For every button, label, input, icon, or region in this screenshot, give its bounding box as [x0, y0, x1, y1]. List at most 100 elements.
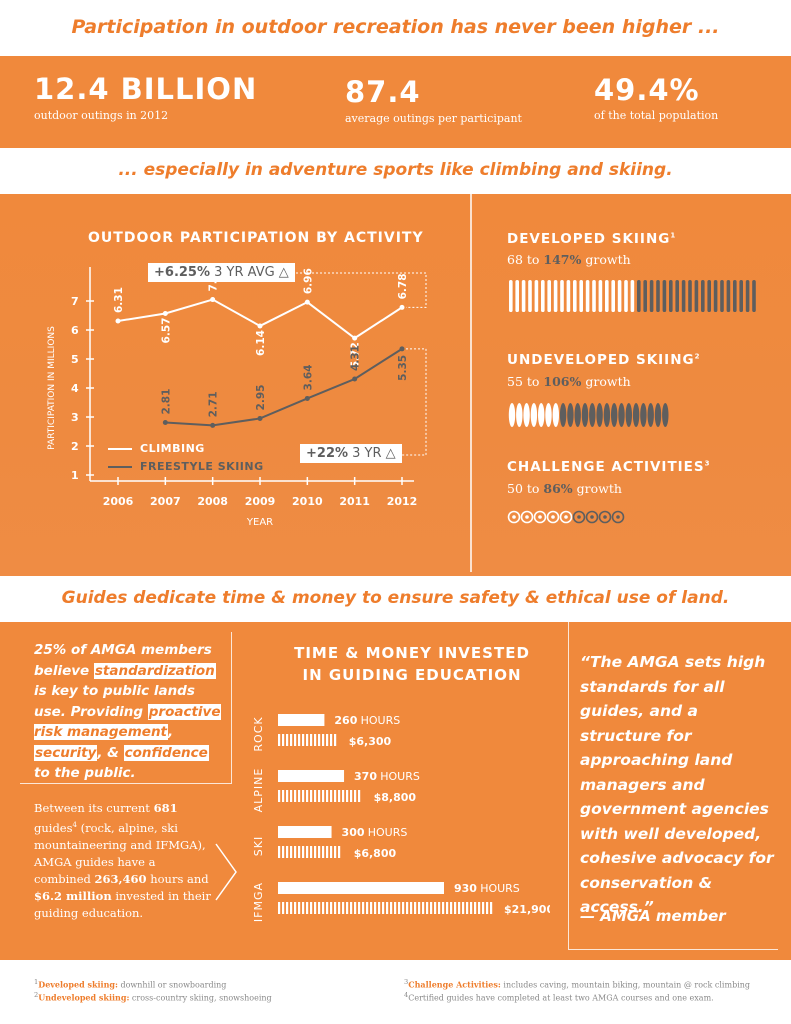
ski-icon — [669, 280, 673, 312]
dollars-bar-stripe — [482, 902, 485, 914]
dollars-bar-stripe — [422, 902, 425, 914]
dollars-bar-stripe — [302, 846, 305, 858]
skiing-point — [399, 346, 405, 352]
dollars-bar-stripe — [350, 790, 353, 802]
ski-icon — [541, 280, 545, 312]
developed-skiing-growth: 68 to 147% growth — [507, 252, 631, 267]
undeveloped-skiing-title: UNDEVELOPED SKIING2 — [507, 352, 701, 368]
skiing-data-label: 2.81 — [160, 389, 172, 415]
skiing-line — [165, 348, 403, 427]
ski-icon — [701, 280, 705, 312]
developed-skiing-pictogram — [509, 280, 756, 312]
dollars-bar-stripe — [334, 846, 337, 858]
footnote-2: 2Undeveloped skiing: cross-country skiin… — [34, 991, 272, 1003]
dollars-bar-stripe — [418, 902, 421, 914]
amga-quote: “The AMGA sets high standards for all gu… — [580, 653, 774, 916]
dollars-bar-stripe — [290, 902, 293, 914]
dollars-value-label: $21,900 — [504, 903, 550, 916]
dollars-bar-stripe — [298, 902, 301, 914]
dollars-bar-stripe — [462, 902, 465, 914]
ski-icon — [560, 280, 564, 312]
dollars-bar-stripe — [290, 846, 293, 858]
dollars-bar-stripe — [466, 902, 469, 914]
snowshoe-icon — [552, 403, 559, 427]
y-tick-label: 2 — [71, 440, 79, 453]
dollars-bar-stripe — [402, 902, 405, 914]
dollars-bar-stripe — [278, 846, 281, 858]
dollars-value-label: $6,300 — [349, 735, 392, 748]
skiing-point — [352, 376, 358, 382]
bar-category-label: IFMGA — [252, 882, 265, 922]
stat-outings-label: outdoor outings in 2012 — [34, 109, 169, 122]
dollars-bar-stripe — [318, 734, 321, 746]
dollars-bar-stripe — [322, 902, 325, 914]
bar-category-label: ALPINE — [252, 768, 265, 813]
climbing-point — [115, 318, 121, 324]
dollars-bar-stripe — [326, 790, 329, 802]
dollars-bar-stripe — [334, 790, 337, 802]
dollars-bar-stripe — [446, 902, 449, 914]
dollars-bar-stripe — [322, 734, 325, 746]
dollars-bar-stripe — [326, 734, 329, 746]
climbing-point — [352, 335, 358, 341]
dollars-bar-stripe — [310, 902, 313, 914]
skiing-callout-leader — [380, 348, 427, 456]
ski-icon — [649, 280, 654, 312]
ski-icon — [675, 280, 679, 312]
ski-icon — [534, 280, 539, 312]
dollars-bar-stripe — [314, 734, 317, 746]
dollars-bar-stripe — [390, 902, 393, 914]
dollars-bar-stripe — [338, 902, 341, 914]
dollars-bar-stripe — [282, 902, 285, 914]
dollars-bar-stripe — [294, 902, 297, 914]
snowshoe-icon — [647, 403, 654, 427]
amga-quote-attribution: — AMGA member — [580, 907, 726, 925]
dollars-bar — [278, 734, 337, 746]
dollars-bar-stripe — [294, 846, 297, 858]
dollars-bar-stripe — [478, 902, 481, 914]
hours-bar — [278, 714, 325, 726]
ski-icon — [713, 280, 718, 312]
snowshoe-icon — [545, 403, 552, 427]
guides-section: 25% of AMGA members believe standardizat… — [0, 622, 791, 960]
dollars-bar-stripe — [286, 902, 289, 914]
skiing-point — [304, 395, 310, 401]
dollars-bar-stripe — [330, 790, 333, 802]
ski-icon — [745, 280, 750, 312]
dollars-bar-stripe — [374, 902, 377, 914]
dollars-bar-stripe — [298, 846, 301, 858]
carabiner-icon — [533, 510, 547, 524]
carabiner-icon-center — [564, 515, 568, 519]
dollars-bar-stripe — [338, 846, 341, 858]
skiing-data-label: 2.95 — [255, 385, 267, 411]
x-tick-label: 2009 — [245, 495, 276, 508]
stat-population-value: 49.4% — [594, 73, 700, 107]
dollars-value-label: $6,800 — [354, 847, 397, 860]
carabiner-icon-center — [512, 515, 516, 519]
y-tick-label: 1 — [71, 469, 79, 482]
bar-category-label: SKI — [252, 836, 265, 856]
hours-unit-label: HOURS — [380, 770, 420, 783]
dollars-bar-stripe — [314, 902, 317, 914]
climbing-data-label: 5.72 — [350, 342, 362, 368]
stat-outings-value: 12.4 BILLION — [34, 72, 258, 106]
dollars-bar-stripe — [282, 846, 285, 858]
x-tick-label: 2008 — [197, 495, 228, 508]
climbing-callout-leader — [288, 272, 427, 308]
dollars-bar-stripe — [370, 902, 373, 914]
dollars-bar-stripe — [310, 846, 313, 858]
dollars-bar-stripe — [378, 902, 381, 914]
carabiner-icon-center — [577, 515, 581, 519]
dollars-bar-stripe — [330, 846, 333, 858]
challenge-activities-pictogram — [507, 510, 625, 524]
dollars-bar-stripe — [318, 846, 321, 858]
carabiner-icon-center — [525, 515, 529, 519]
top-band: Participation in outdoor recreation has … — [0, 0, 791, 56]
dollars-bar-stripe — [486, 902, 489, 914]
dollars-bar-stripe — [354, 790, 357, 802]
dollars-bar-stripe — [470, 902, 473, 914]
dollars-bar-stripe — [346, 790, 349, 802]
footnote-3: 3Challenge Activities: includes caving, … — [404, 978, 751, 990]
hours-value-label: 370 — [354, 770, 377, 783]
participation-line-chart: 1 2 3 4 5 6 7 2006 2007 2008 2009 2010 2011 2012 YEAR P… — [47, 266, 427, 528]
